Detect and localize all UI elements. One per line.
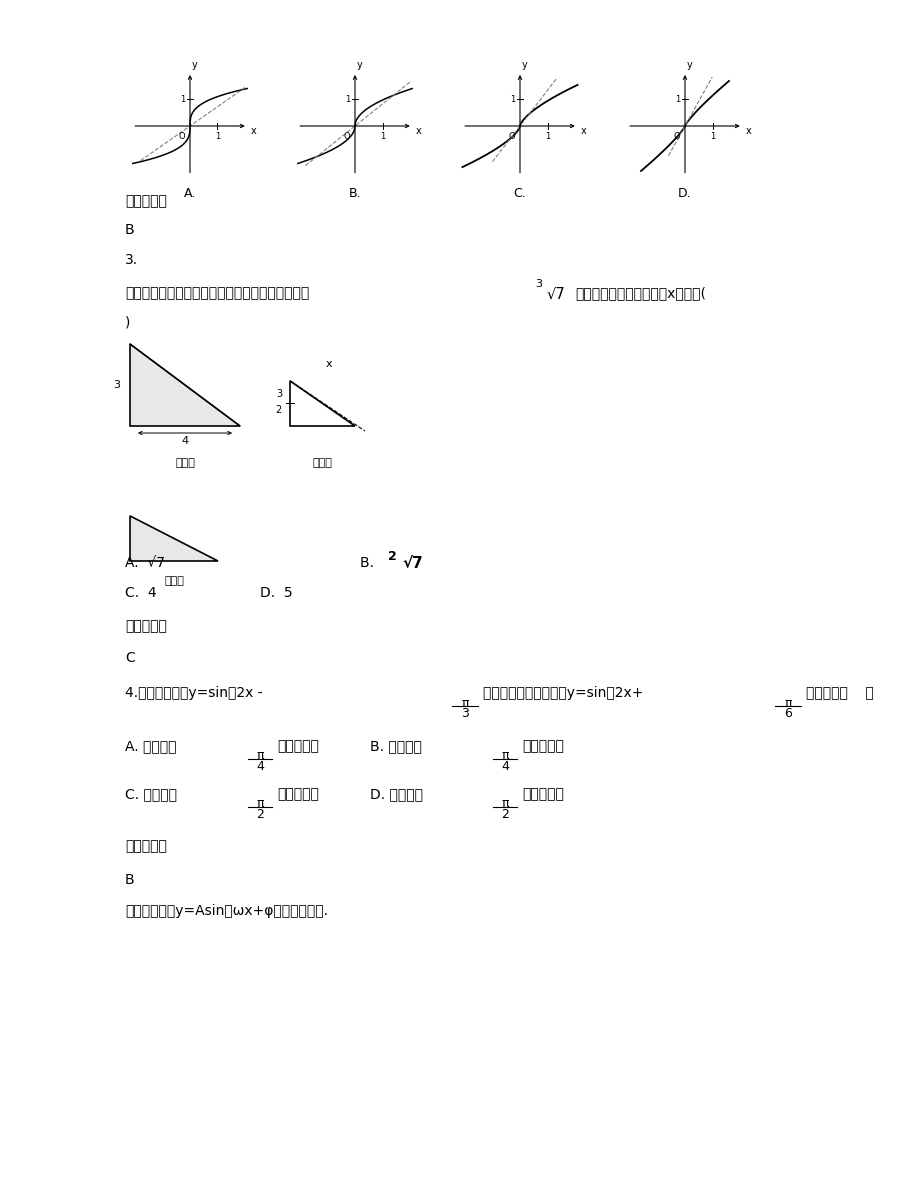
Text: y: y <box>357 60 362 70</box>
Text: O: O <box>673 132 679 141</box>
Text: y: y <box>192 60 198 70</box>
Text: 2: 2 <box>255 807 264 821</box>
Text: π: π <box>501 749 508 762</box>
Text: 1: 1 <box>674 94 679 104</box>
Text: 1: 1 <box>380 132 385 141</box>
Text: A. 向左平移: A. 向左平移 <box>125 738 176 753</box>
Text: y: y <box>521 60 528 70</box>
Text: 3: 3 <box>113 380 119 389</box>
Text: C: C <box>125 651 134 665</box>
Text: 6: 6 <box>783 707 791 721</box>
Text: 1: 1 <box>709 132 714 141</box>
Text: π: π <box>460 697 469 710</box>
Text: O: O <box>508 132 515 141</box>
Text: 参考答案：: 参考答案： <box>125 619 166 632</box>
Text: B. 向右平移: B. 向右平移 <box>369 738 422 753</box>
Text: A.: A. <box>184 187 196 200</box>
Polygon shape <box>130 516 218 561</box>
Text: C.  4: C. 4 <box>125 586 156 600</box>
Text: ）的图象，只需把函数y=sin（2x+: ）的图象，只需把函数y=sin（2x+ <box>482 686 647 700</box>
Text: π: π <box>783 697 791 710</box>
Text: 某几何体的三视图如图所示，若该几何体的体积为: 某几何体的三视图如图所示，若该几何体的体积为 <box>125 286 309 300</box>
Text: 2: 2 <box>276 405 282 416</box>
Text: x: x <box>744 126 751 136</box>
Text: 俦视图: 俦视图 <box>164 576 184 586</box>
Text: B: B <box>125 873 134 887</box>
Text: 3: 3 <box>276 389 282 399</box>
Text: 1: 1 <box>345 94 349 104</box>
Text: 1: 1 <box>179 94 185 104</box>
Text: O: O <box>178 132 185 141</box>
Text: ）的图象（    ）: ）的图象（ ） <box>805 686 873 700</box>
Text: B.: B. <box>359 556 382 570</box>
Text: y: y <box>686 60 692 70</box>
Text: x: x <box>580 126 585 136</box>
Text: x: x <box>325 358 332 369</box>
Text: A.  √7: A. √7 <box>125 556 165 570</box>
Text: O: O <box>343 132 349 141</box>
Text: 1: 1 <box>215 132 220 141</box>
Text: 4: 4 <box>501 760 508 773</box>
Text: x: x <box>250 126 256 136</box>
Text: C.: C. <box>513 187 526 200</box>
Text: ): ) <box>125 316 130 330</box>
Text: D.  5: D. 5 <box>260 586 292 600</box>
Text: 个长度单位: 个长度单位 <box>521 787 563 802</box>
Text: π: π <box>256 797 264 810</box>
Text: 个长度单位: 个长度单位 <box>277 787 319 802</box>
Text: 4.为了得到函数y=sin（2x -: 4.为了得到函数y=sin（2x - <box>125 686 267 700</box>
Text: D.: D. <box>677 187 691 200</box>
Text: 4: 4 <box>181 436 188 445</box>
Text: 参考答案：: 参考答案： <box>125 838 166 853</box>
Text: 2: 2 <box>501 807 508 821</box>
Text: 1: 1 <box>509 94 515 104</box>
Text: B.: B. <box>348 187 361 200</box>
Text: π: π <box>501 797 508 810</box>
Text: 正视图: 正视图 <box>175 459 195 468</box>
Text: π: π <box>256 749 264 762</box>
Text: 3: 3 <box>535 279 541 289</box>
Text: 侧视图: 侧视图 <box>312 459 332 468</box>
Text: 3: 3 <box>460 707 469 721</box>
Text: C. 向左平移: C. 向左平移 <box>125 787 176 802</box>
Text: 参考答案：: 参考答案： <box>125 194 166 208</box>
Text: D. 向右平移: D. 向右平移 <box>369 787 423 802</box>
Text: 个长度单位: 个长度单位 <box>277 738 319 753</box>
Text: 4: 4 <box>255 760 264 773</box>
Polygon shape <box>130 344 240 426</box>
Text: 3.: 3. <box>125 252 138 267</box>
Text: B: B <box>125 223 134 237</box>
Text: 1: 1 <box>544 132 550 141</box>
Text: √7: √7 <box>402 556 423 570</box>
Text: √7: √7 <box>547 286 565 301</box>
Text: 个长度单位: 个长度单位 <box>521 738 563 753</box>
Text: 2: 2 <box>388 550 396 563</box>
Text: ，则侧视图中线段的长度x的値是(: ，则侧视图中线段的长度x的値是( <box>574 286 705 300</box>
Text: x: x <box>415 126 421 136</box>
Text: 【考点】函数y=Asin（ωx+φ）的图象变换.: 【考点】函数y=Asin（ωx+φ）的图象变换. <box>125 904 328 918</box>
